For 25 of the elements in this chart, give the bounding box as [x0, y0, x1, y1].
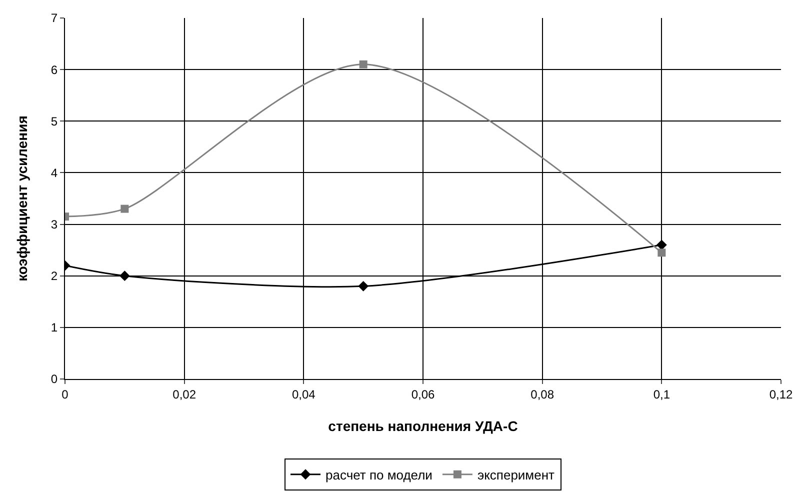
- y-tick-label: 0: [50, 372, 58, 386]
- point: [359, 60, 368, 68]
- y-tick-label: 3: [50, 217, 58, 232]
- point: [119, 270, 130, 282]
- x-tick-label: 0,06: [411, 387, 435, 402]
- point: [658, 248, 666, 257]
- x-tick-label: 0,02: [172, 387, 196, 402]
- x-tick-label: 0,12: [769, 387, 793, 402]
- legend-label: эксперимент: [477, 467, 555, 482]
- y-tick-label: 5: [50, 114, 58, 128]
- y-tick-label: 1: [50, 320, 58, 335]
- point: [120, 204, 129, 213]
- x-tick-label: 0: [62, 387, 69, 402]
- legend-label: расчет по модели: [326, 467, 432, 482]
- x-tick-label: 0,08: [530, 387, 554, 402]
- x-tick-label: 0,1: [653, 387, 670, 402]
- y-axis-title: коэффициент усиления: [14, 116, 30, 282]
- x-axis-title: степень наполнения УДА-С: [328, 418, 518, 434]
- y-tick-label: 2: [50, 269, 58, 284]
- y-tick-label: 6: [50, 62, 58, 77]
- point: [656, 240, 667, 250]
- y-tick-label: 4: [50, 166, 58, 180]
- x-tick-label: 0,04: [292, 387, 316, 402]
- y-tick-label: 7: [50, 11, 58, 26]
- point: [358, 280, 369, 292]
